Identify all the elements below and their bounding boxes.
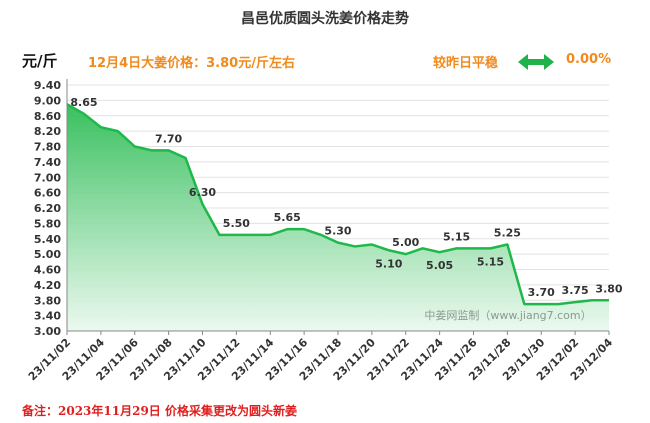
y-tick-label: 6.60 bbox=[34, 187, 61, 200]
data-label: 5.50 bbox=[223, 217, 250, 230]
data-label: 5.25 bbox=[494, 227, 521, 240]
y-tick-label: 8.60 bbox=[34, 110, 61, 123]
data-label: 5.30 bbox=[324, 225, 351, 238]
footnote: 备注：2023年11月29日 价格采集更改为圆头新姜 bbox=[22, 404, 297, 418]
change-label: 较昨日平稳 bbox=[433, 56, 499, 71]
y-tick-label: 7.00 bbox=[34, 171, 61, 184]
y-tick-label: 4.60 bbox=[34, 264, 61, 277]
change-percent: 0.00% bbox=[566, 52, 612, 67]
y-tick-label: 3.80 bbox=[34, 294, 61, 307]
data-label: 3.75 bbox=[562, 284, 589, 297]
price-chart: 9.40 9.00 8.60 8.20 7.80 7.40 7.00 6.60 6.20 5.80… bbox=[26, 79, 623, 384]
area-fill bbox=[67, 104, 609, 331]
data-label: 5.00 bbox=[392, 236, 419, 249]
x-tick-labels: 23/11/0223/11/0423/11/0623/11/0823/11/10… bbox=[26, 336, 616, 384]
watermark: 中姜网监制（www.jiang7.com） bbox=[424, 308, 591, 322]
data-label: 5.15 bbox=[443, 230, 470, 243]
data-label: 3.80 bbox=[595, 282, 622, 295]
chart-title: 昌邑优质圆头洗姜价格走势 bbox=[241, 11, 409, 27]
y-tick-label: 7.80 bbox=[34, 141, 61, 154]
y-axis-unit: 元/斤 bbox=[22, 52, 58, 70]
y-tick-label: 5.40 bbox=[34, 233, 61, 246]
y-tick-labels: 9.40 9.00 8.60 8.20 7.80 7.40 7.00 6.60 6.20 5.80… bbox=[34, 79, 61, 338]
y-tick-label: 5.80 bbox=[34, 217, 61, 230]
data-label: 5.05 bbox=[426, 259, 453, 272]
y-tick-label: 4.20 bbox=[34, 279, 61, 292]
data-label: 7.70 bbox=[155, 132, 182, 145]
y-tick-label: 6.20 bbox=[34, 202, 61, 215]
price-note: 12月4日大姜价格：3.80元/斤左右 bbox=[88, 56, 295, 71]
y-tick-label: 7.40 bbox=[34, 156, 61, 169]
data-label: 5.15 bbox=[477, 255, 504, 268]
price-line bbox=[66, 103, 609, 306]
data-label: 8.65 bbox=[70, 96, 97, 109]
data-label: 5.10 bbox=[375, 257, 402, 270]
axes bbox=[66, 79, 610, 335]
data-label: 3.70 bbox=[528, 286, 555, 299]
y-tick-label: 9.40 bbox=[34, 79, 61, 92]
area-series bbox=[66, 103, 609, 331]
y-tick-label: 3.40 bbox=[34, 310, 61, 323]
y-tick-label: 5.00 bbox=[34, 248, 61, 261]
y-tick-label: 3.00 bbox=[34, 325, 61, 338]
y-tick-label: 9.00 bbox=[34, 94, 61, 107]
double-arrow-icon bbox=[518, 54, 554, 70]
data-label: 5.65 bbox=[274, 211, 301, 224]
y-tick-label: 8.20 bbox=[34, 125, 61, 138]
data-label: 6.30 bbox=[189, 186, 216, 199]
data-labels: 8.65 7.70 6.30 5.50 5.65 5.30 5.10 5.00 5.05 5.15… bbox=[70, 96, 623, 299]
